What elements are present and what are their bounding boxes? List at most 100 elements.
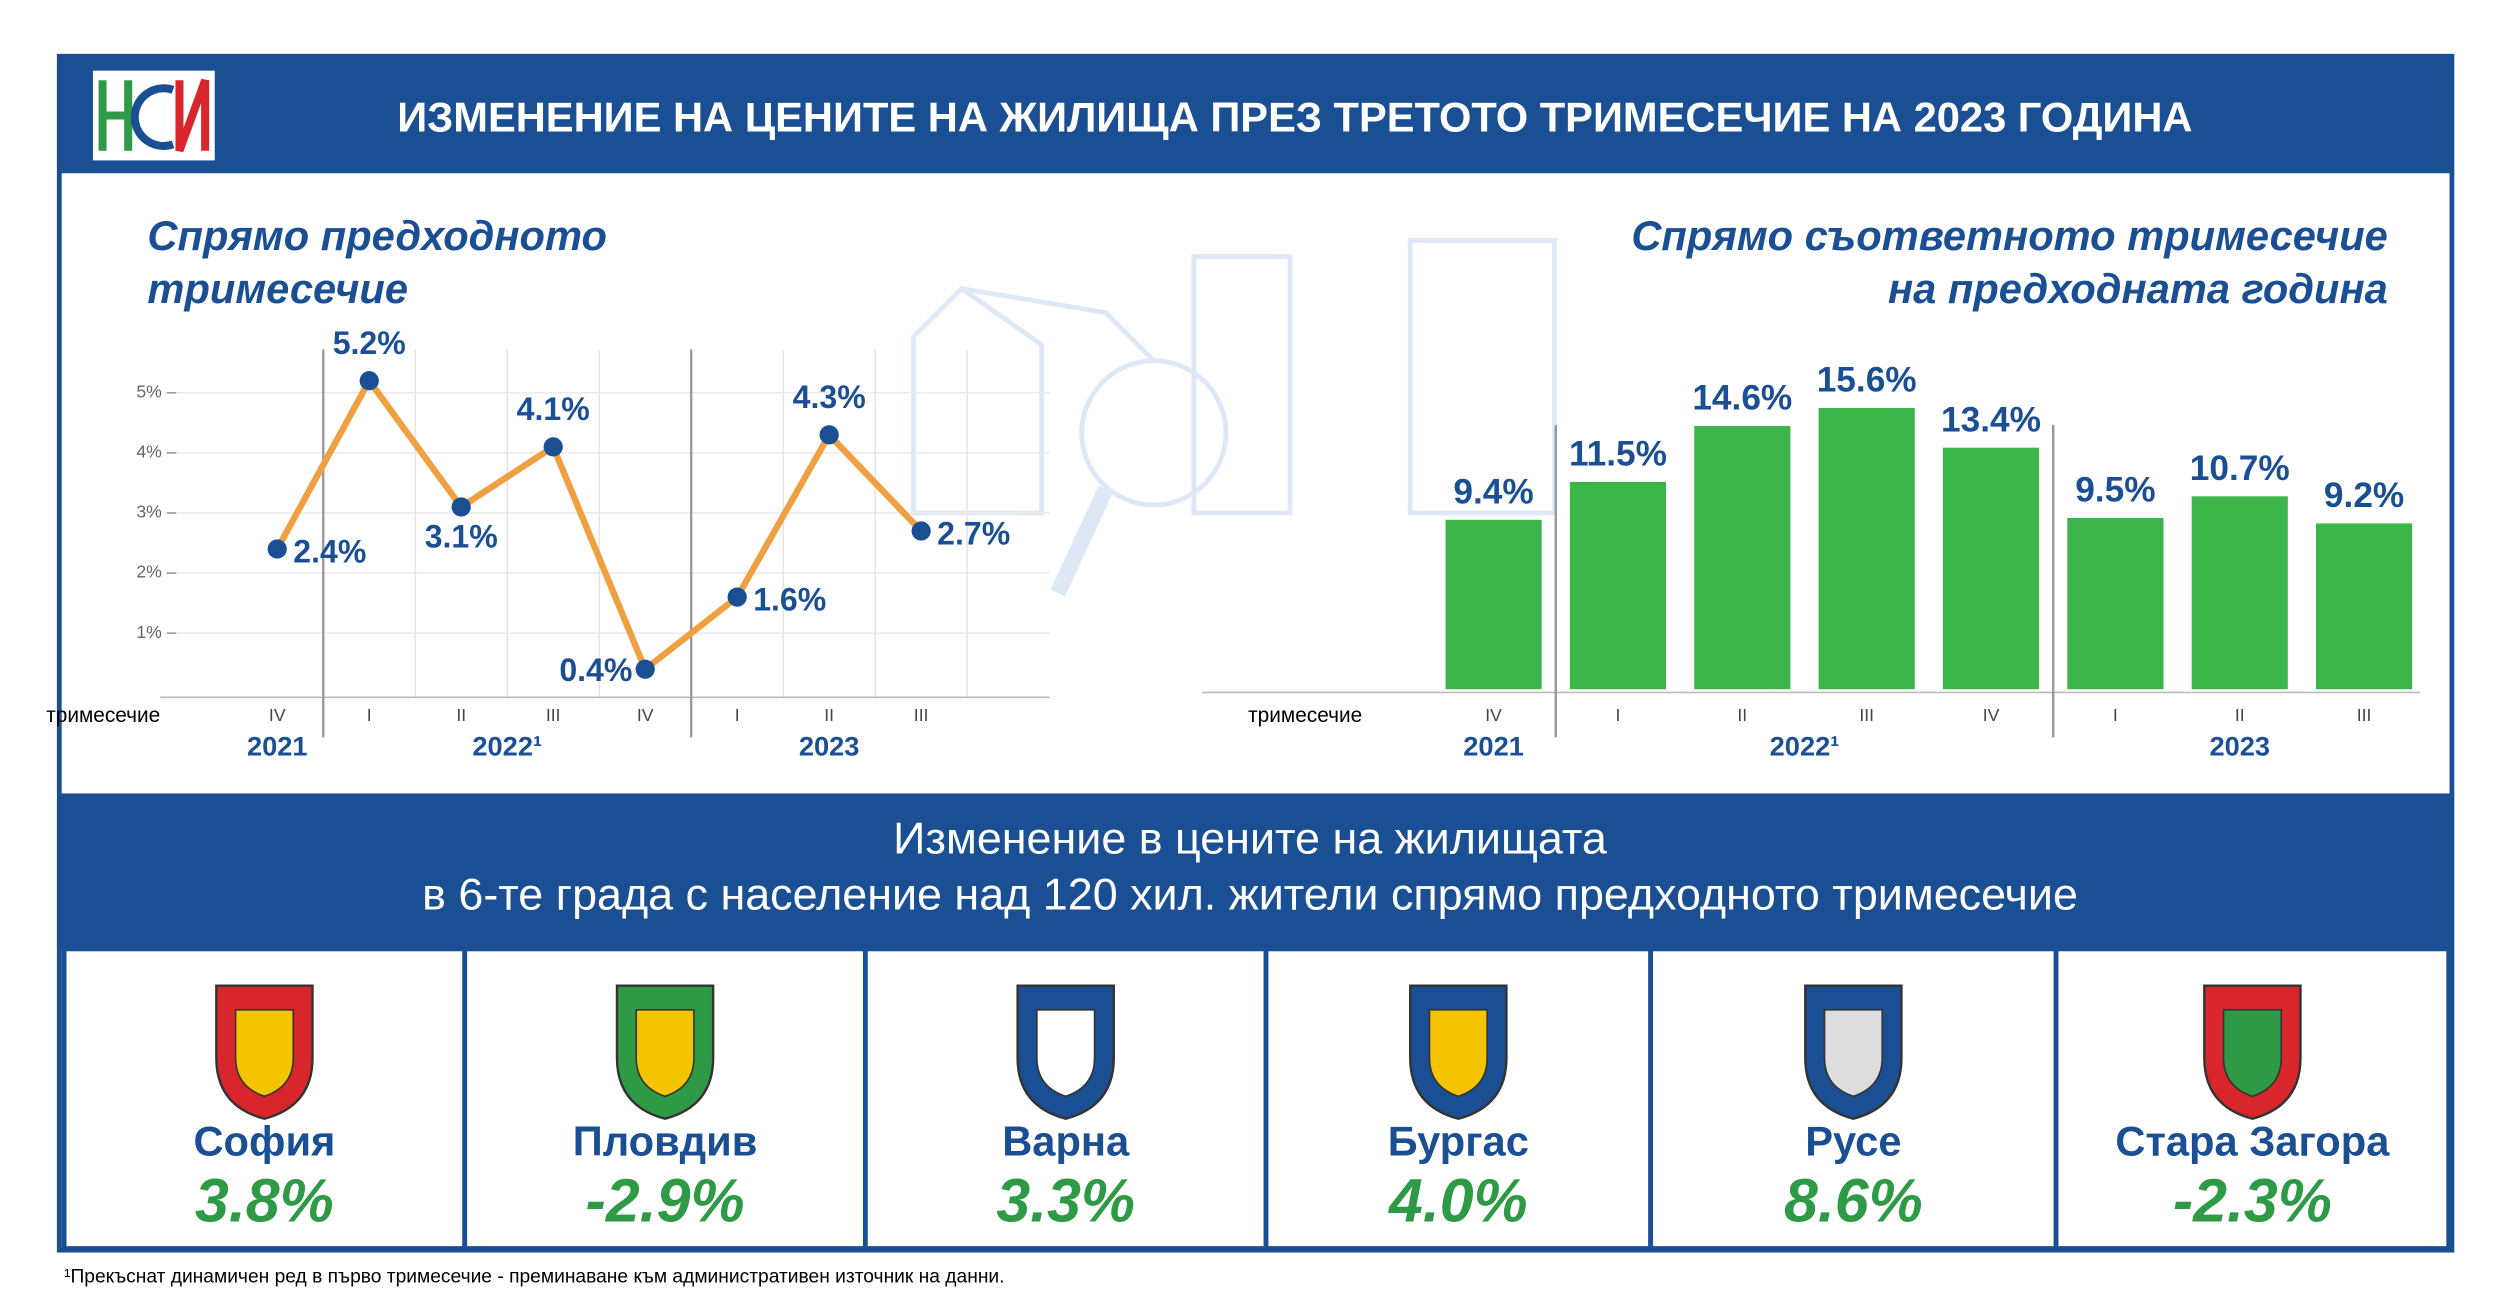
x-tick-label: IV [1485,705,1502,725]
logo [92,70,215,161]
band-line: Изменение в цените на жилищата [893,812,1607,863]
year-label: 2021 [1463,731,1524,762]
x-axis-label: тримесечие [46,704,160,727]
x-tick-label: II [824,705,834,725]
x-tick-label: I [1615,705,1620,725]
y-tick-label: 2% [136,562,162,582]
data-label: 9.4% [1453,472,1533,511]
marker [359,371,379,391]
city-name: Стара Загора [2115,1117,2390,1164]
magnifier [1079,358,1229,508]
bar [2191,496,2288,690]
band [59,793,2452,949]
x-tick-label: IV [637,705,654,725]
logo-i [175,78,210,153]
chart-title: Спрямо съответното тримесечие [1631,212,2387,259]
bar [1694,426,1791,690]
bar [1818,408,1915,690]
magnifier-handle [1050,485,1114,597]
x-tick-label: III [2357,705,2372,725]
city-emblem-detail [635,1008,695,1098]
data-label: 10.7% [2190,449,2290,488]
data-label: 2.7% [937,515,1010,551]
data-label: 5.2% [333,325,406,361]
city-change: -2.9% [586,1166,745,1234]
city-change: 3.8% [195,1166,334,1234]
city-name: Пловдив [573,1117,758,1164]
logo-c [130,84,175,150]
city-change: -2.3% [2173,1166,2332,1234]
x-axis-label: тримесечие [1248,704,1362,727]
y-tick-label: 3% [136,502,162,522]
bar [2316,523,2413,690]
data-label: 4.3% [793,379,866,415]
marker [635,659,655,679]
city-emblem-detail [234,1008,295,1098]
x-tick-label: I [2113,705,2118,725]
x-tick-label: III [1859,705,1874,725]
data-label: 13.4% [1941,400,2041,439]
bar [1942,447,2040,690]
line [274,377,924,673]
city-change: 4.0% [1387,1166,1528,1234]
y-tick-label: 1% [136,622,162,642]
data-label: 14.6% [1692,379,1792,418]
marker [451,497,471,517]
tower [1191,254,1293,516]
chart-title: тримесечие [147,265,408,312]
y-tick-label: 4% [136,442,162,462]
x-tick-label: III [546,705,561,725]
data-label: 9.2% [2324,476,2404,515]
year-label: 2021 [247,731,308,762]
marker [911,521,931,541]
year-label: 2022¹ [1770,731,1840,762]
year-label: 2022¹ [472,731,542,762]
data-label: 2.4% [293,533,366,569]
data-label: 9.5% [2075,471,2155,510]
marker [543,437,563,457]
year-label: 2023 [799,731,860,762]
city-emblem-detail [2222,1008,2283,1098]
x-tick-label: II [1737,705,1747,725]
bar [1445,519,1542,690]
marker [819,425,839,445]
x-tick-label: II [2235,705,2245,725]
x-tick-label: II [456,705,466,725]
city-change: 8.6% [1784,1166,1923,1234]
city-name: София [193,1117,335,1164]
city-emblem-detail [1428,1008,1488,1098]
data-label: 11.5% [1569,435,1667,474]
data-label: 1.6% [753,581,826,617]
data-label: 0.4% [559,652,632,688]
data-label: 3.1% [425,518,498,554]
city-name: Бургас [1388,1117,1529,1164]
x-tick-label: I [735,705,740,725]
header-band [59,56,2452,174]
band-line: в 6-те града с население над 120 хил. жи… [422,868,2078,919]
year-label: 2023 [2209,731,2270,762]
marker [267,539,287,559]
x-tick-label: I [367,705,372,725]
x-tick-label: III [914,705,929,725]
building [1407,238,1557,516]
data-label: 15.6% [1817,361,1917,400]
header-title: ИЗМЕНЕНИЕ НА ЦЕНИТЕ НА ЖИЛИЩА ПРЕЗ ТРЕТО… [397,93,2192,140]
background-illustration [911,238,1557,597]
chart-title: Спрямо предходното [147,212,607,259]
data-label: 4.1% [517,391,590,427]
bar [2067,517,2164,690]
chart-title: на предходната година [1888,265,2388,312]
city-emblem-detail [1036,1008,1096,1098]
logo-h [98,80,133,151]
x-tick-label: IV [1983,705,2000,725]
city-name: Варна [1002,1117,1130,1164]
marker [727,587,747,607]
bar [1569,481,1667,690]
city-name: Русе [1805,1117,1901,1164]
y-tick-label: 5% [136,381,162,401]
city-emblem-detail [1823,1008,1884,1098]
footnote: ¹Прекъснат динамичен ред в първо тримесе… [64,1266,1004,1287]
city-change: 3.3% [996,1166,1135,1234]
